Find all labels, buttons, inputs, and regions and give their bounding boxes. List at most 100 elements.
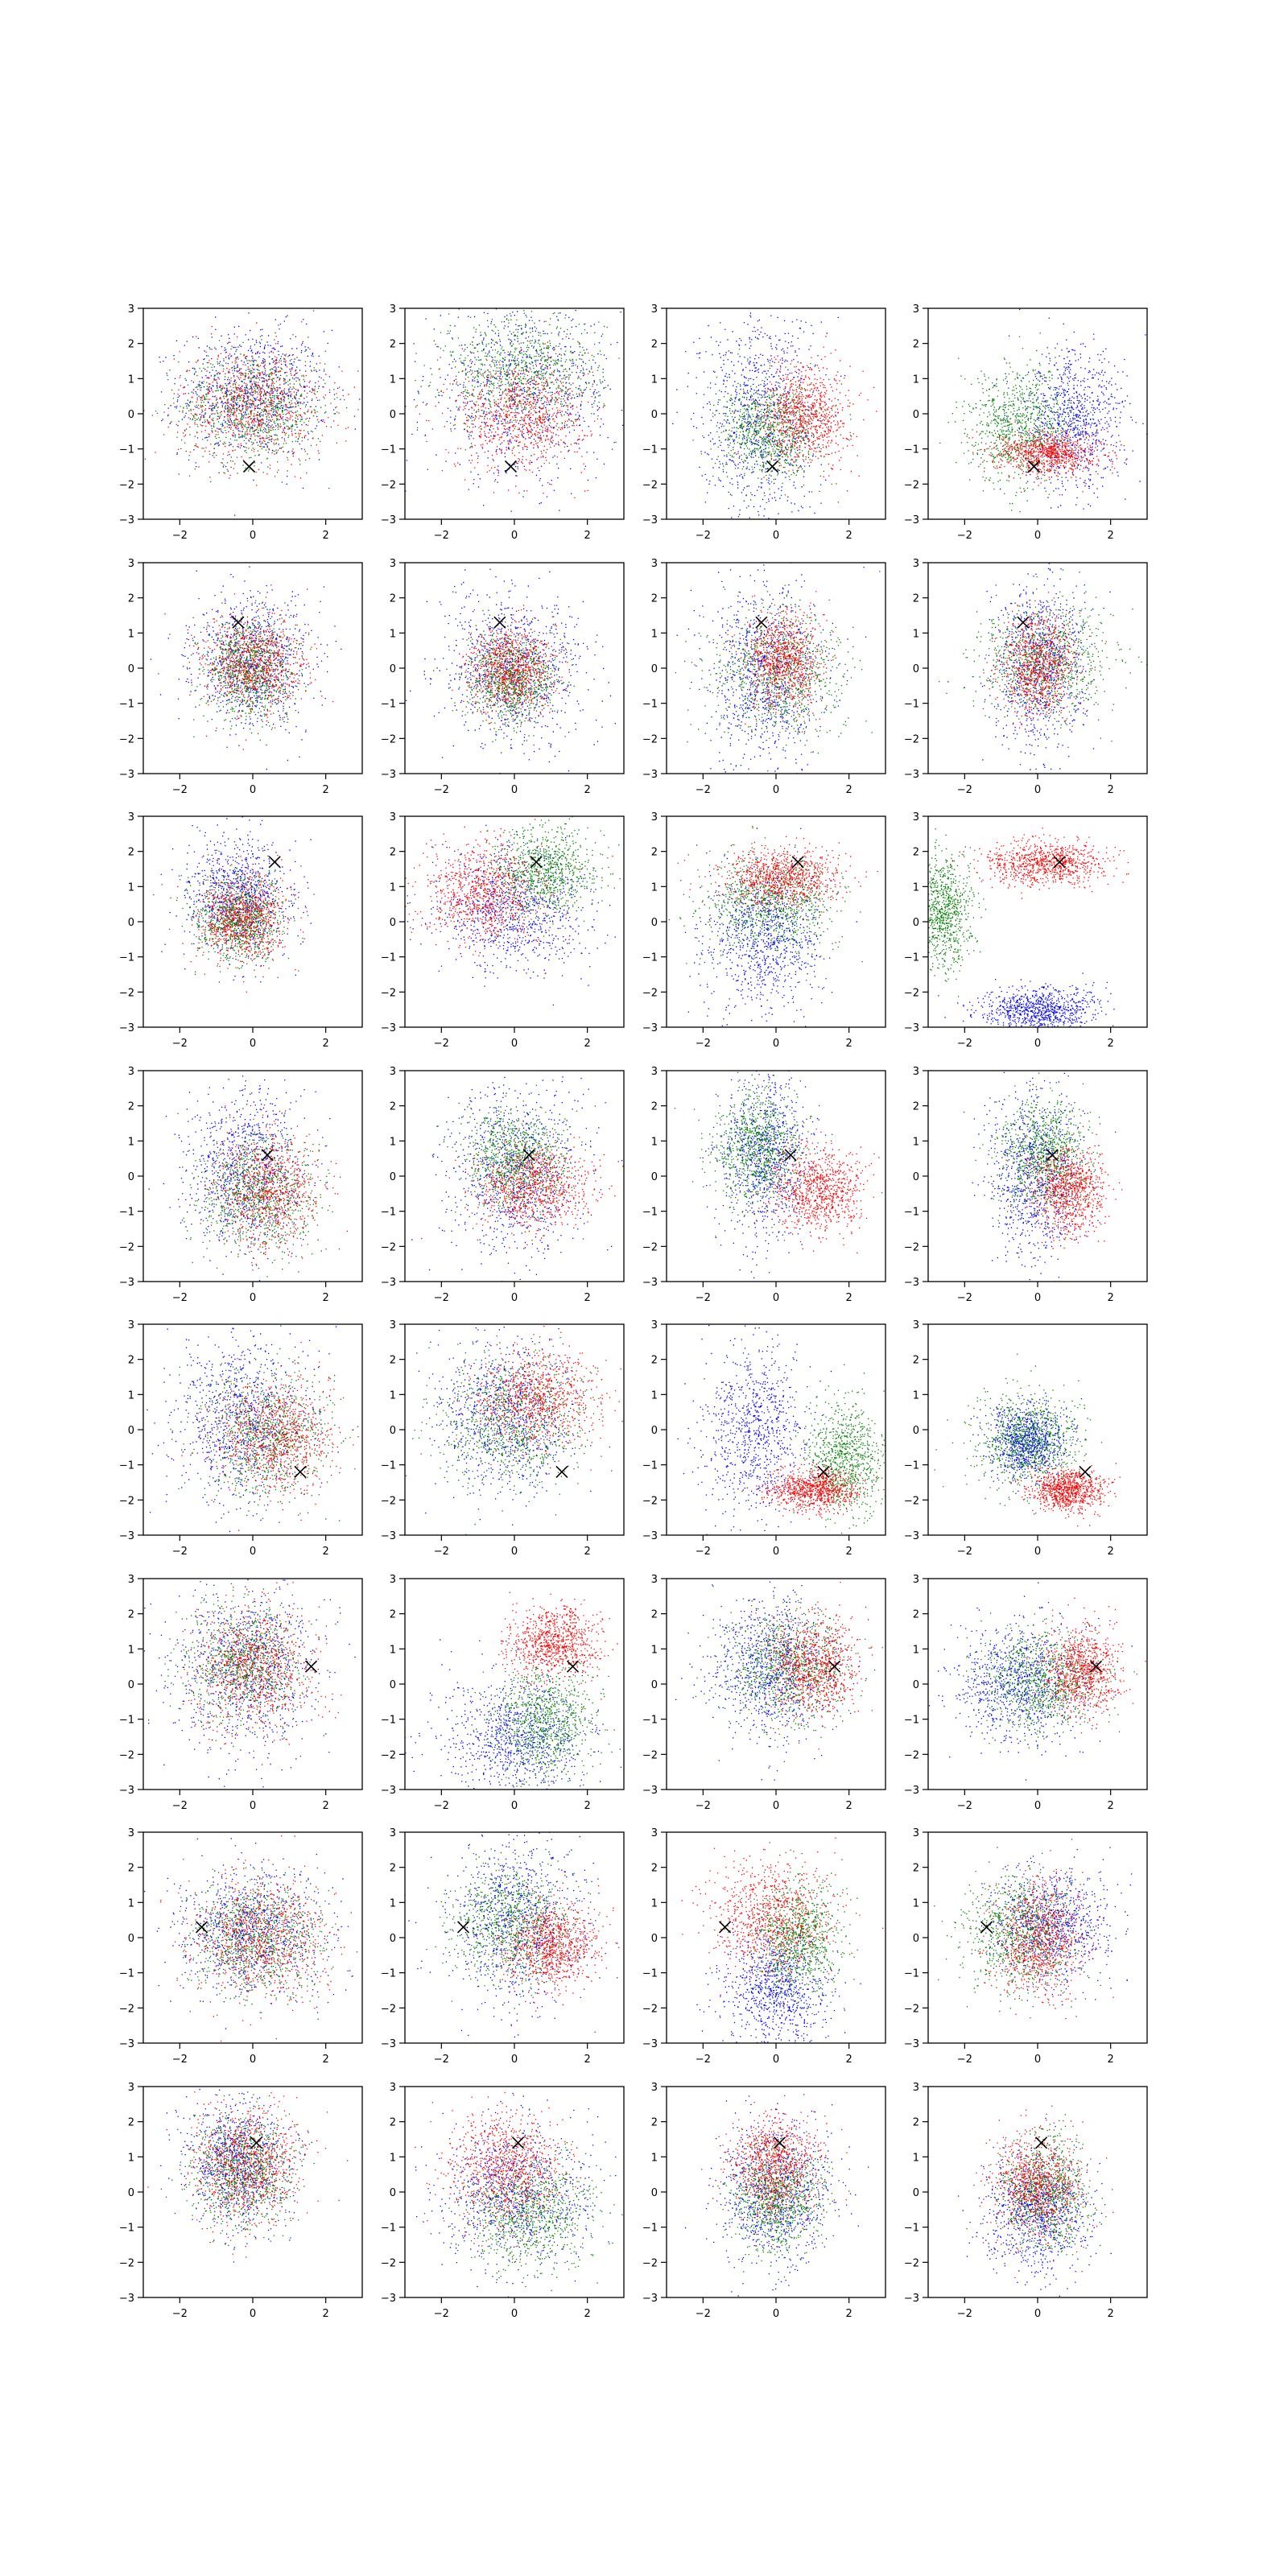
y-tick-label: 1 <box>390 1897 396 1909</box>
series-red <box>678 828 906 924</box>
series-green <box>696 1576 883 1762</box>
axes-frame <box>667 563 886 774</box>
y-tick-label: 2 <box>913 1355 919 1367</box>
y-tick-label: −1 <box>119 1460 134 1472</box>
y-tick-label: −2 <box>904 733 919 745</box>
y-tick-label: 2 <box>128 1609 134 1621</box>
y-tick-label: 1 <box>651 1136 658 1148</box>
y-tick-label: −3 <box>119 769 134 781</box>
points-blue <box>400 1639 621 1810</box>
x-tick-label: 2 <box>846 2054 852 2066</box>
points-red <box>147 2073 326 2255</box>
series-red <box>498 1592 626 1700</box>
x-tick-label: 0 <box>250 784 256 796</box>
y-tick-label: 3 <box>651 1066 658 1078</box>
x-tick-label: −2 <box>957 2054 972 2066</box>
series-green <box>675 571 916 771</box>
scatter-points <box>678 1307 905 1565</box>
y-tick-label: −1 <box>904 699 919 711</box>
y-tick-label: −1 <box>642 952 658 964</box>
x-tick-label: −2 <box>172 530 188 542</box>
y-tick-label: 1 <box>390 881 396 894</box>
x-tick-label: 0 <box>773 1038 779 1050</box>
scatter-points <box>149 1046 349 1294</box>
y-tick-label: 3 <box>913 811 919 824</box>
y-tick-label: 3 <box>390 811 396 824</box>
series-green <box>377 286 654 464</box>
x-tick-label: 2 <box>846 2308 852 2320</box>
y-tick-label: 0 <box>651 409 658 421</box>
y-tick-label: −3 <box>642 2293 658 2305</box>
y-tick-label: −3 <box>119 2293 134 2305</box>
series-red <box>1026 1598 1154 1734</box>
series-green <box>448 797 631 937</box>
points-red <box>469 1875 620 2033</box>
y-tick-label: 3 <box>128 1066 134 1078</box>
series-red <box>371 819 613 974</box>
points-green <box>939 556 1147 748</box>
scatter-points <box>120 1546 356 1787</box>
series-red <box>952 828 1129 898</box>
y-tick-label: −3 <box>381 769 396 781</box>
x-tick-label: 0 <box>511 530 518 542</box>
x-tick-label: 2 <box>1108 784 1114 796</box>
series-red <box>734 336 877 495</box>
y-tick-label: −1 <box>119 699 134 711</box>
points-red <box>160 1835 370 2050</box>
axes-frame <box>928 1832 1147 2043</box>
y-tick-label: 3 <box>651 2082 658 2094</box>
y-tick-label: −3 <box>904 514 919 526</box>
series-green <box>654 826 863 981</box>
y-tick-label: −3 <box>381 2293 396 2305</box>
series-red <box>162 844 315 993</box>
y-tick-label: 3 <box>651 1574 658 1586</box>
series-red <box>160 1835 370 2050</box>
y-tick-label: 3 <box>128 811 134 824</box>
x-tick-label: 2 <box>846 1800 852 1812</box>
y-tick-label: 0 <box>128 1171 134 1183</box>
y-tick-label: −1 <box>119 952 134 964</box>
y-tick-label: −2 <box>642 479 658 491</box>
points-green <box>377 286 654 464</box>
y-tick-label: 3 <box>390 1827 396 1839</box>
x-marker <box>530 857 542 868</box>
y-tick-label: 2 <box>390 339 396 351</box>
points-green <box>161 2091 349 2257</box>
points-blue <box>678 1307 832 1565</box>
points-green <box>696 1576 883 1762</box>
x-tick-label: 0 <box>511 1038 518 1050</box>
y-tick-label: −2 <box>904 1241 919 1253</box>
series-blue <box>947 537 1110 819</box>
y-tick-label: 1 <box>651 2152 658 2164</box>
x-tick-label: −2 <box>172 1800 188 1812</box>
x-marker <box>513 2137 524 2149</box>
y-tick-label: 1 <box>128 628 134 640</box>
points-red <box>734 336 877 495</box>
y-tick-label: −1 <box>119 1207 134 1219</box>
points-green <box>675 571 916 771</box>
x-tick-label: 0 <box>250 2308 256 2320</box>
points-green <box>153 851 308 983</box>
x-tick-label: 2 <box>846 530 852 542</box>
y-tick-label: −2 <box>642 2003 658 2015</box>
y-tick-label: 3 <box>651 1827 658 1839</box>
y-tick-label: 1 <box>913 628 919 640</box>
y-tick-label: −3 <box>381 1022 396 1034</box>
points-green <box>962 1607 1151 1748</box>
y-tick-label: 3 <box>390 303 396 316</box>
y-tick-label: −2 <box>381 1241 396 1253</box>
y-tick-label: −2 <box>642 733 658 745</box>
y-tick-label: 1 <box>651 1897 658 1909</box>
x-tick-label: −2 <box>957 530 972 542</box>
y-tick-label: 3 <box>128 1574 134 1586</box>
y-tick-label: −1 <box>642 2223 658 2235</box>
y-tick-label: −1 <box>381 1968 396 1980</box>
scatter-points <box>659 1816 884 2082</box>
points-blue <box>947 537 1110 819</box>
